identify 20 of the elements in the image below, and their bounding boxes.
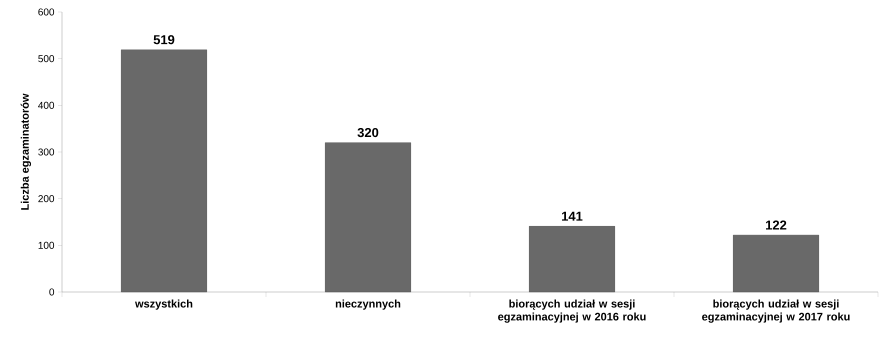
data-label: 141: [562, 212, 582, 221]
bar: [732, 234, 820, 292]
bar: [120, 50, 208, 292]
y-tick-label: 400: [38, 102, 54, 109]
y-tick-label: 300: [38, 148, 54, 156]
x-tick-label: biorących udział w sesji egzaminacyjnej w 2017 roku: [702, 300, 850, 323]
data-label: 519: [154, 35, 174, 44]
bar: [324, 142, 412, 292]
x-tick-label: biorących udział w sesji egzaminacyjnej w 2016 roku: [498, 300, 646, 323]
y-tick-label: 0: [49, 288, 54, 296]
x-tick-label: nieczynnych: [336, 300, 400, 310]
y-axis-title: Liczba egzaminatorów: [20, 94, 32, 210]
x-tick-label: wszystkich: [135, 300, 192, 310]
data-label: 122: [766, 220, 786, 230]
bar: [528, 226, 616, 292]
y-tick-label: 500: [38, 55, 54, 62]
data-label: 320: [357, 128, 378, 138]
y-tick-label: 100: [38, 242, 54, 249]
y-tick-label: 200: [38, 195, 54, 202]
y-tick-label: 600: [38, 8, 54, 16]
